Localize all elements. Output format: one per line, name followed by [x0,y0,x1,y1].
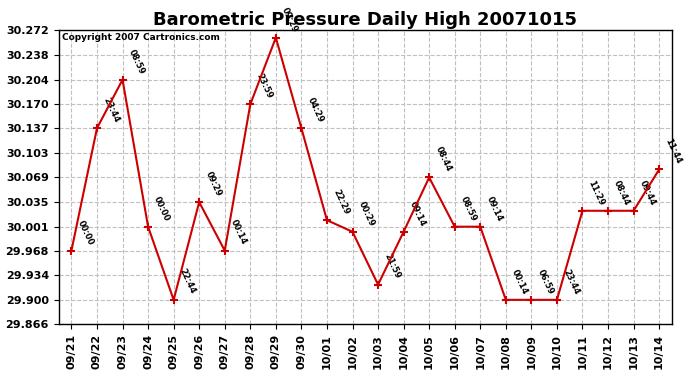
Title: Barometric Pressure Daily High 20071015: Barometric Pressure Daily High 20071015 [153,11,578,29]
Text: 00:14: 00:14 [510,268,529,296]
Text: 00:00: 00:00 [152,195,172,222]
Text: 22:44: 22:44 [178,267,197,296]
Text: 11:44: 11:44 [663,137,683,165]
Text: 09:14: 09:14 [408,200,427,228]
Text: 00:14: 00:14 [229,219,248,246]
Text: 09:14: 09:14 [484,195,504,222]
Text: 09:29: 09:29 [204,170,223,198]
Text: Copyright 2007 Cartronics.com: Copyright 2007 Cartronics.com [61,33,219,42]
Text: 22:29: 22:29 [331,188,351,216]
Text: 09:29: 09:29 [280,6,299,33]
Text: 00:00: 00:00 [76,219,95,246]
Text: 09:44: 09:44 [638,178,657,207]
Text: 08:59: 08:59 [127,48,146,75]
Text: 06:59: 06:59 [535,268,555,296]
Text: 08:44: 08:44 [612,178,631,207]
Text: 11:29: 11:29 [586,178,606,207]
Text: 21:59: 21:59 [382,252,402,280]
Text: 00:29: 00:29 [357,200,376,228]
Text: 23:44: 23:44 [101,96,121,124]
Text: 23:44: 23:44 [561,268,580,296]
Text: 04:29: 04:29 [306,96,325,124]
Text: 08:44: 08:44 [433,146,453,173]
Text: 08:59: 08:59 [459,195,478,222]
Text: 23:59: 23:59 [255,72,274,100]
